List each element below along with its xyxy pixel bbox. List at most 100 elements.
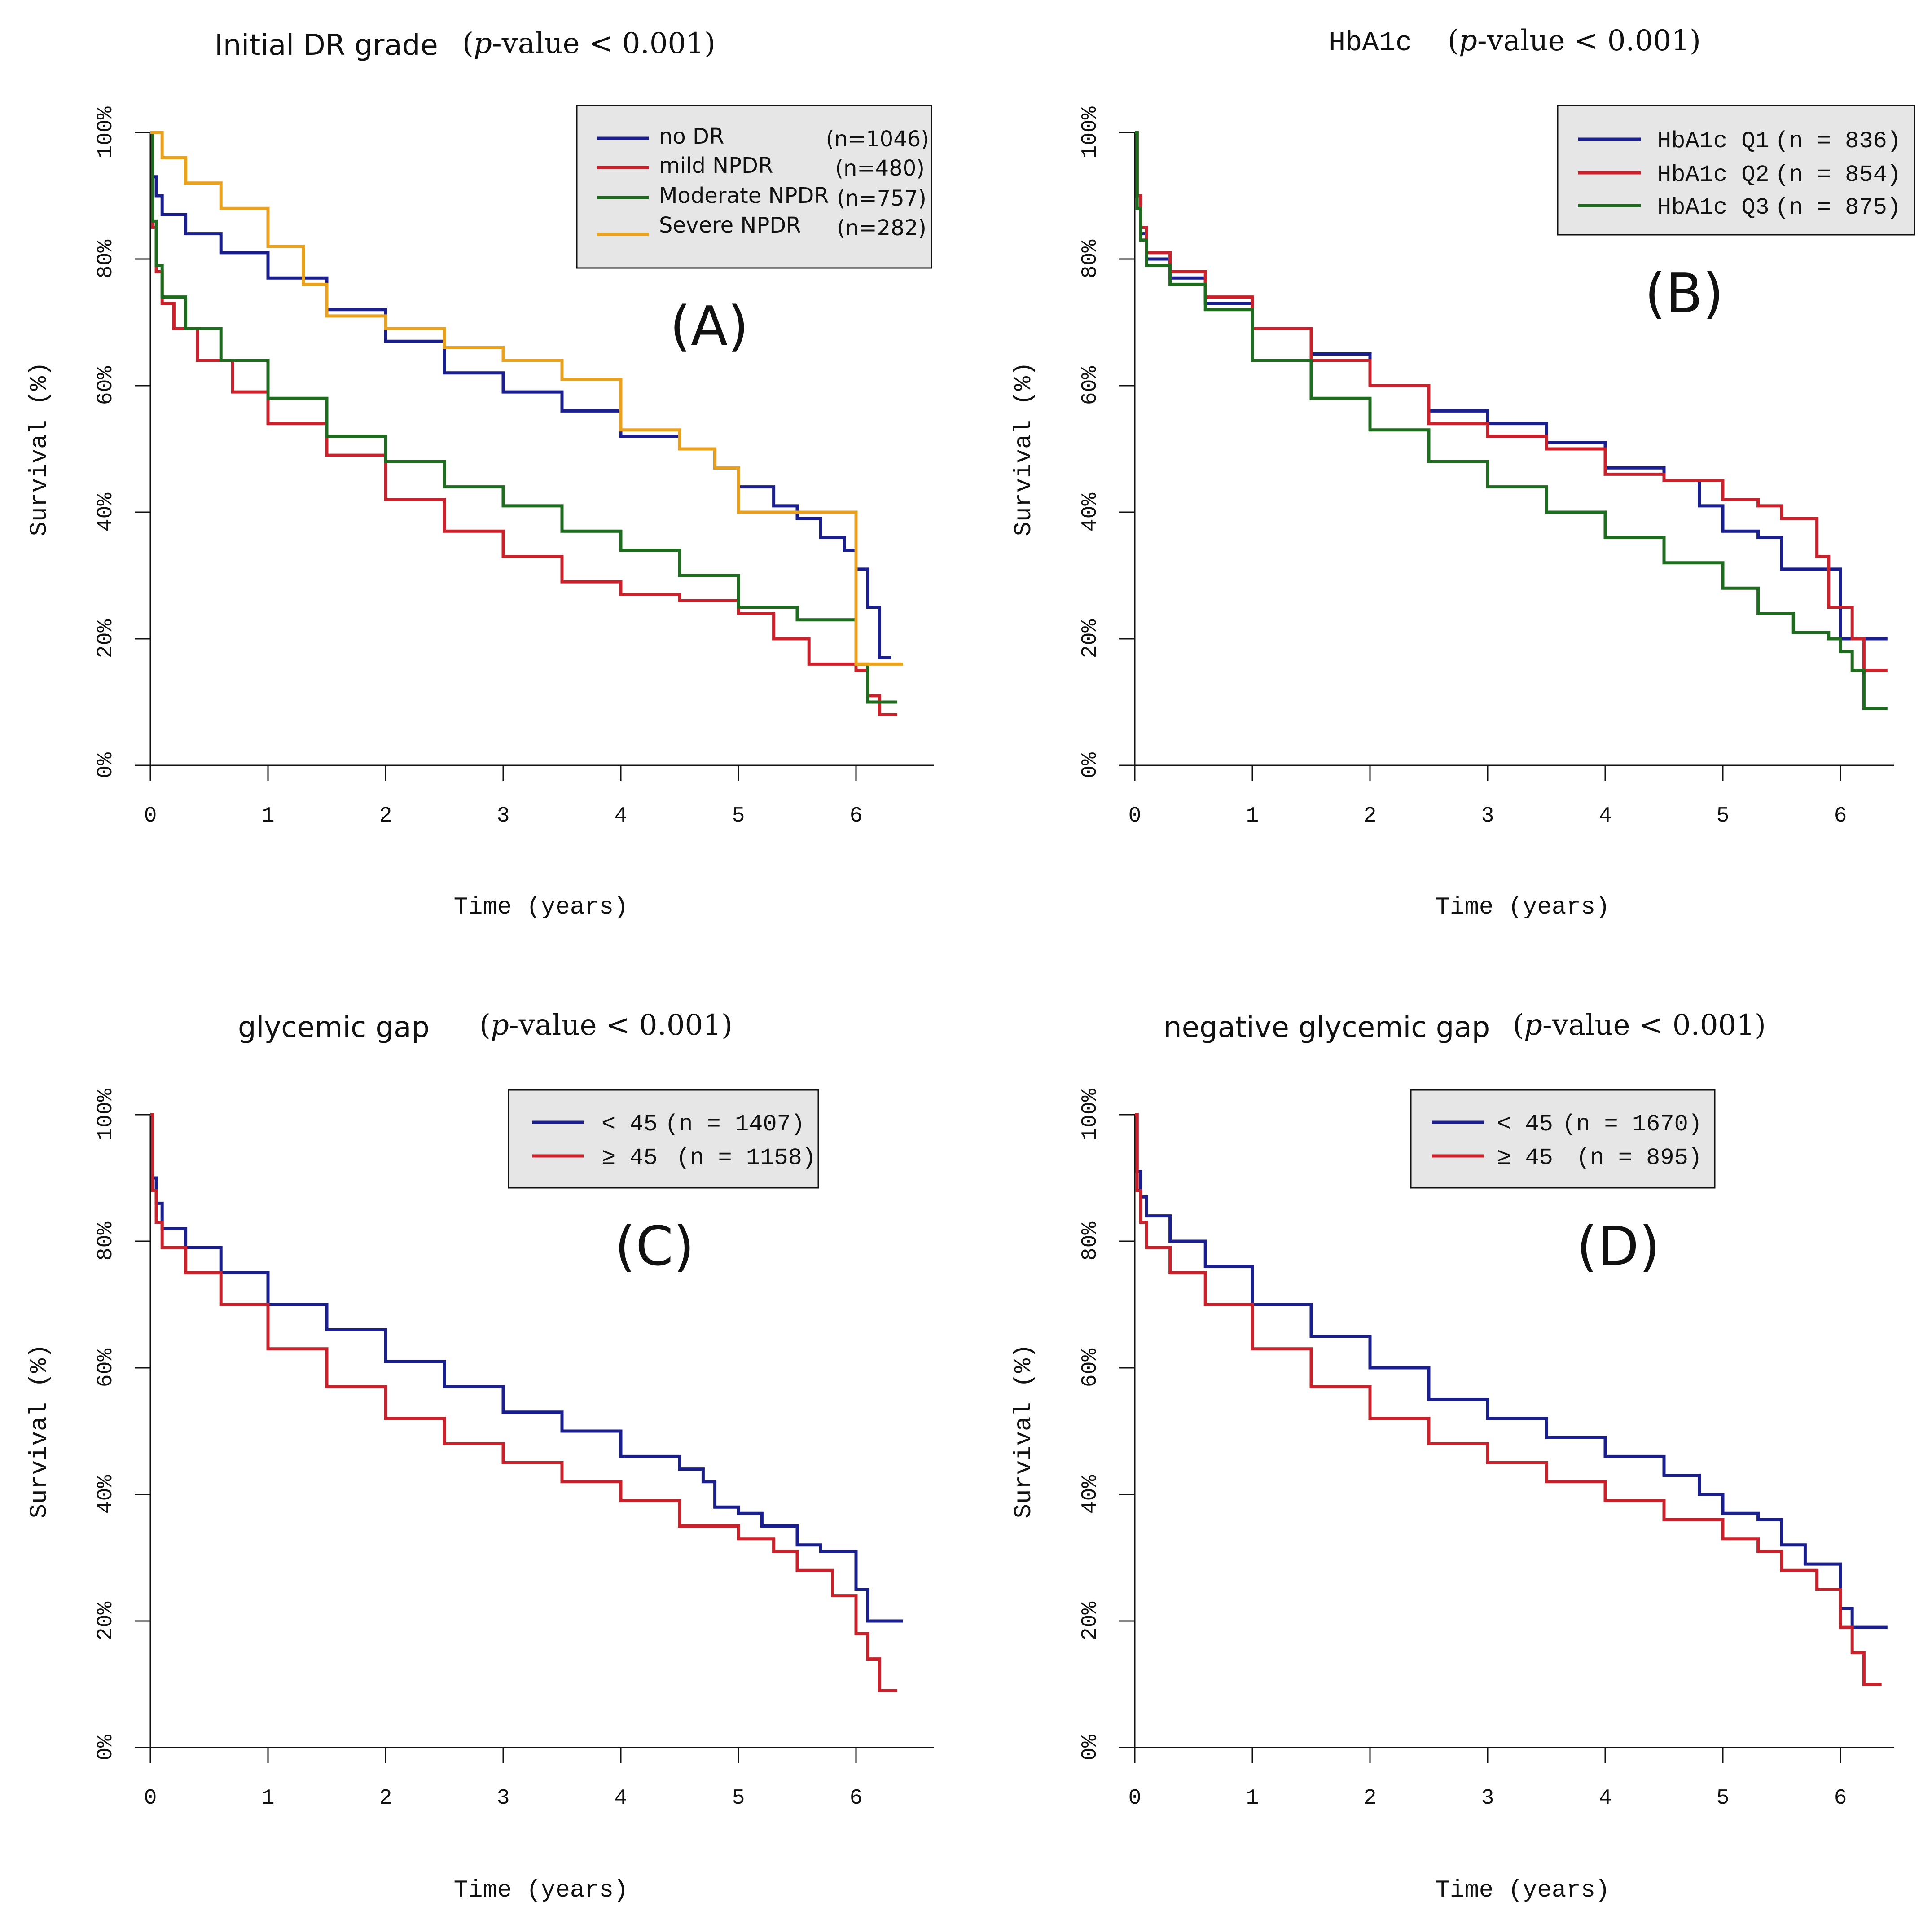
x-tick-2: 2 <box>1364 765 1377 828</box>
y-tick-0: 0% <box>1078 752 1135 778</box>
legend-entry-mild-npdr: mild NPDR (n=480) <box>597 153 925 181</box>
p-value: (p-value < 0.001) <box>462 27 716 60</box>
y-tick-100: 100% <box>1078 1089 1135 1141</box>
legend-entry-hba1c-q2: HbA1c Q2 (n = 854) <box>1578 162 1901 188</box>
p-value-open: ( <box>1448 24 1459 57</box>
y-tick-label: 20% <box>1078 1602 1102 1641</box>
x-tick-2: 2 <box>1364 1748 1376 1810</box>
p-value-open: ( <box>1513 1009 1524 1042</box>
x-tick-label: 2 <box>1364 804 1377 828</box>
curve-no-dr <box>150 131 891 659</box>
y-tick-label: 40% <box>1078 1475 1102 1514</box>
x-axis-label: Time (years) <box>454 1877 628 1904</box>
x-tick-6: 6 <box>850 1748 862 1810</box>
legend-count: (n=480) <box>835 156 925 181</box>
curve-hba1c-q1 <box>1135 131 1888 641</box>
x-tick-label: 1 <box>262 1786 275 1810</box>
legend: < 45 (n = 1407) ≥ 45 (n = 1158) <box>508 1089 819 1189</box>
y-tick-60: 60% <box>94 366 150 405</box>
x-tick-label: 4 <box>1599 1786 1612 1810</box>
p-value-open: ( <box>462 27 474 60</box>
x-tick-2: 2 <box>379 1748 392 1810</box>
curve-severe-npdr <box>150 131 903 666</box>
y-tick-label: 80% <box>94 1222 118 1261</box>
x-tick-6: 6 <box>1834 765 1847 828</box>
x-tick-5: 5 <box>1717 1748 1729 1810</box>
survival-curve-hba1c-q1 <box>1135 131 1888 641</box>
legend-box <box>1410 1089 1716 1189</box>
legend-entry-hba1c-q3: HbA1c Q3 (n = 875) <box>1578 194 1901 221</box>
p-value-rest: -value <box>1477 24 1565 57</box>
y-tick-20: 20% <box>1078 619 1135 658</box>
x-tick-label: 1 <box>262 804 275 828</box>
x-tick-label: 3 <box>497 804 510 828</box>
survival-curve-hba1c-q2 <box>1135 131 1888 672</box>
y-tick-80: 80% <box>94 1222 150 1261</box>
y-tick-label: 0% <box>1078 752 1102 778</box>
legend-count: (n = 875) <box>1775 194 1901 221</box>
x-tick-label: 0 <box>1128 1786 1142 1810</box>
y-tick-label: 60% <box>1078 1349 1102 1388</box>
legend: HbA1c Q1 (n = 836) HbA1c Q2 (n = 854) Hb… <box>1557 105 1915 236</box>
x-tick-1: 1 <box>1246 765 1259 828</box>
legend-box <box>576 105 932 269</box>
survival-curve-ge-45 <box>1135 1113 1882 1686</box>
y-tick-40: 40% <box>1078 493 1135 532</box>
y-tick-label: 60% <box>1078 366 1102 405</box>
legend: < 45 (n = 1670) ≥ 45 (n = 895) <box>1410 1089 1716 1189</box>
legend-label: Moderate NPDR <box>659 183 829 208</box>
x-tick-1: 1 <box>262 765 275 828</box>
legend-entry-severe-npdr: Severe NPDR (n=282) <box>597 213 926 241</box>
x-axis-label: Time (years) <box>454 894 628 921</box>
y-tick-label: 40% <box>94 493 118 532</box>
x-tick-label: 4 <box>615 804 628 828</box>
legend-entry-moderate-npdr: Moderate NPDR (n=757) <box>597 183 926 211</box>
curve-hba1c-q3 <box>1135 131 1888 710</box>
p-value-p: p <box>474 27 492 60</box>
y-tick-label: 100% <box>94 1089 118 1140</box>
y-tick-20: 20% <box>94 1602 150 1640</box>
curve-ge-45 <box>150 1113 897 1692</box>
x-tick-0: 0 <box>144 765 157 828</box>
legend-label: < 45 <box>1497 1111 1553 1138</box>
x-tick-label: 2 <box>379 1786 392 1810</box>
y-axis-label: Survival (%) <box>1010 1344 1038 1519</box>
p-value-cmp: < 0.001) <box>597 1009 733 1042</box>
panel-title: HbA1c <box>1329 27 1412 59</box>
x-tick-6: 6 <box>850 765 862 828</box>
x-tick-1: 1 <box>1246 1748 1259 1810</box>
p-value-cmp: < 0.001) <box>1630 1009 1766 1042</box>
y-tick-label: 60% <box>94 366 118 405</box>
legend-label: ≥ 45 <box>602 1145 658 1171</box>
curve-moderate-npdr <box>150 131 897 704</box>
y-tick-100: 100% <box>1078 106 1135 158</box>
y-tick-80: 80% <box>1078 1222 1135 1261</box>
legend-count: (n = 895) <box>1576 1145 1702 1171</box>
legend-entry-lt-45: < 45 (n = 1670) <box>1432 1111 1702 1138</box>
x-tick-6: 6 <box>1834 1748 1847 1810</box>
x-tick-label: 1 <box>1246 804 1259 828</box>
legend-count: (n = 854) <box>1775 162 1901 188</box>
panel-letter: (B) <box>1645 263 1724 325</box>
x-tick-label: 3 <box>1481 804 1494 828</box>
p-value-p: p <box>1459 24 1477 57</box>
survival-curve-hba1c-q3 <box>1135 131 1888 710</box>
x-tick-label: 6 <box>1834 1786 1847 1810</box>
y-tick-0: 0% <box>94 752 150 778</box>
x-tick-label: 1 <box>1246 1786 1259 1810</box>
x-tick-4: 4 <box>615 1748 627 1810</box>
y-tick-label: 80% <box>94 240 118 279</box>
legend-count: (n = 836) <box>1775 128 1901 154</box>
legend-box <box>1557 105 1915 236</box>
x-tick-2: 2 <box>379 765 392 828</box>
x-tick-4: 4 <box>615 765 628 828</box>
panel-letter: (C) <box>615 1216 694 1278</box>
y-tick-20: 20% <box>94 619 150 658</box>
legend-label: HbA1c Q3 <box>1657 194 1770 221</box>
y-tick-40: 40% <box>94 493 150 532</box>
survival-curve-ge-45 <box>150 1113 897 1692</box>
survival-curve-mild-npdr <box>150 131 897 716</box>
legend-label: no DR <box>659 124 724 149</box>
legend-entry-lt-45: < 45 (n = 1407) <box>532 1111 805 1138</box>
y-tick-80: 80% <box>94 240 150 279</box>
